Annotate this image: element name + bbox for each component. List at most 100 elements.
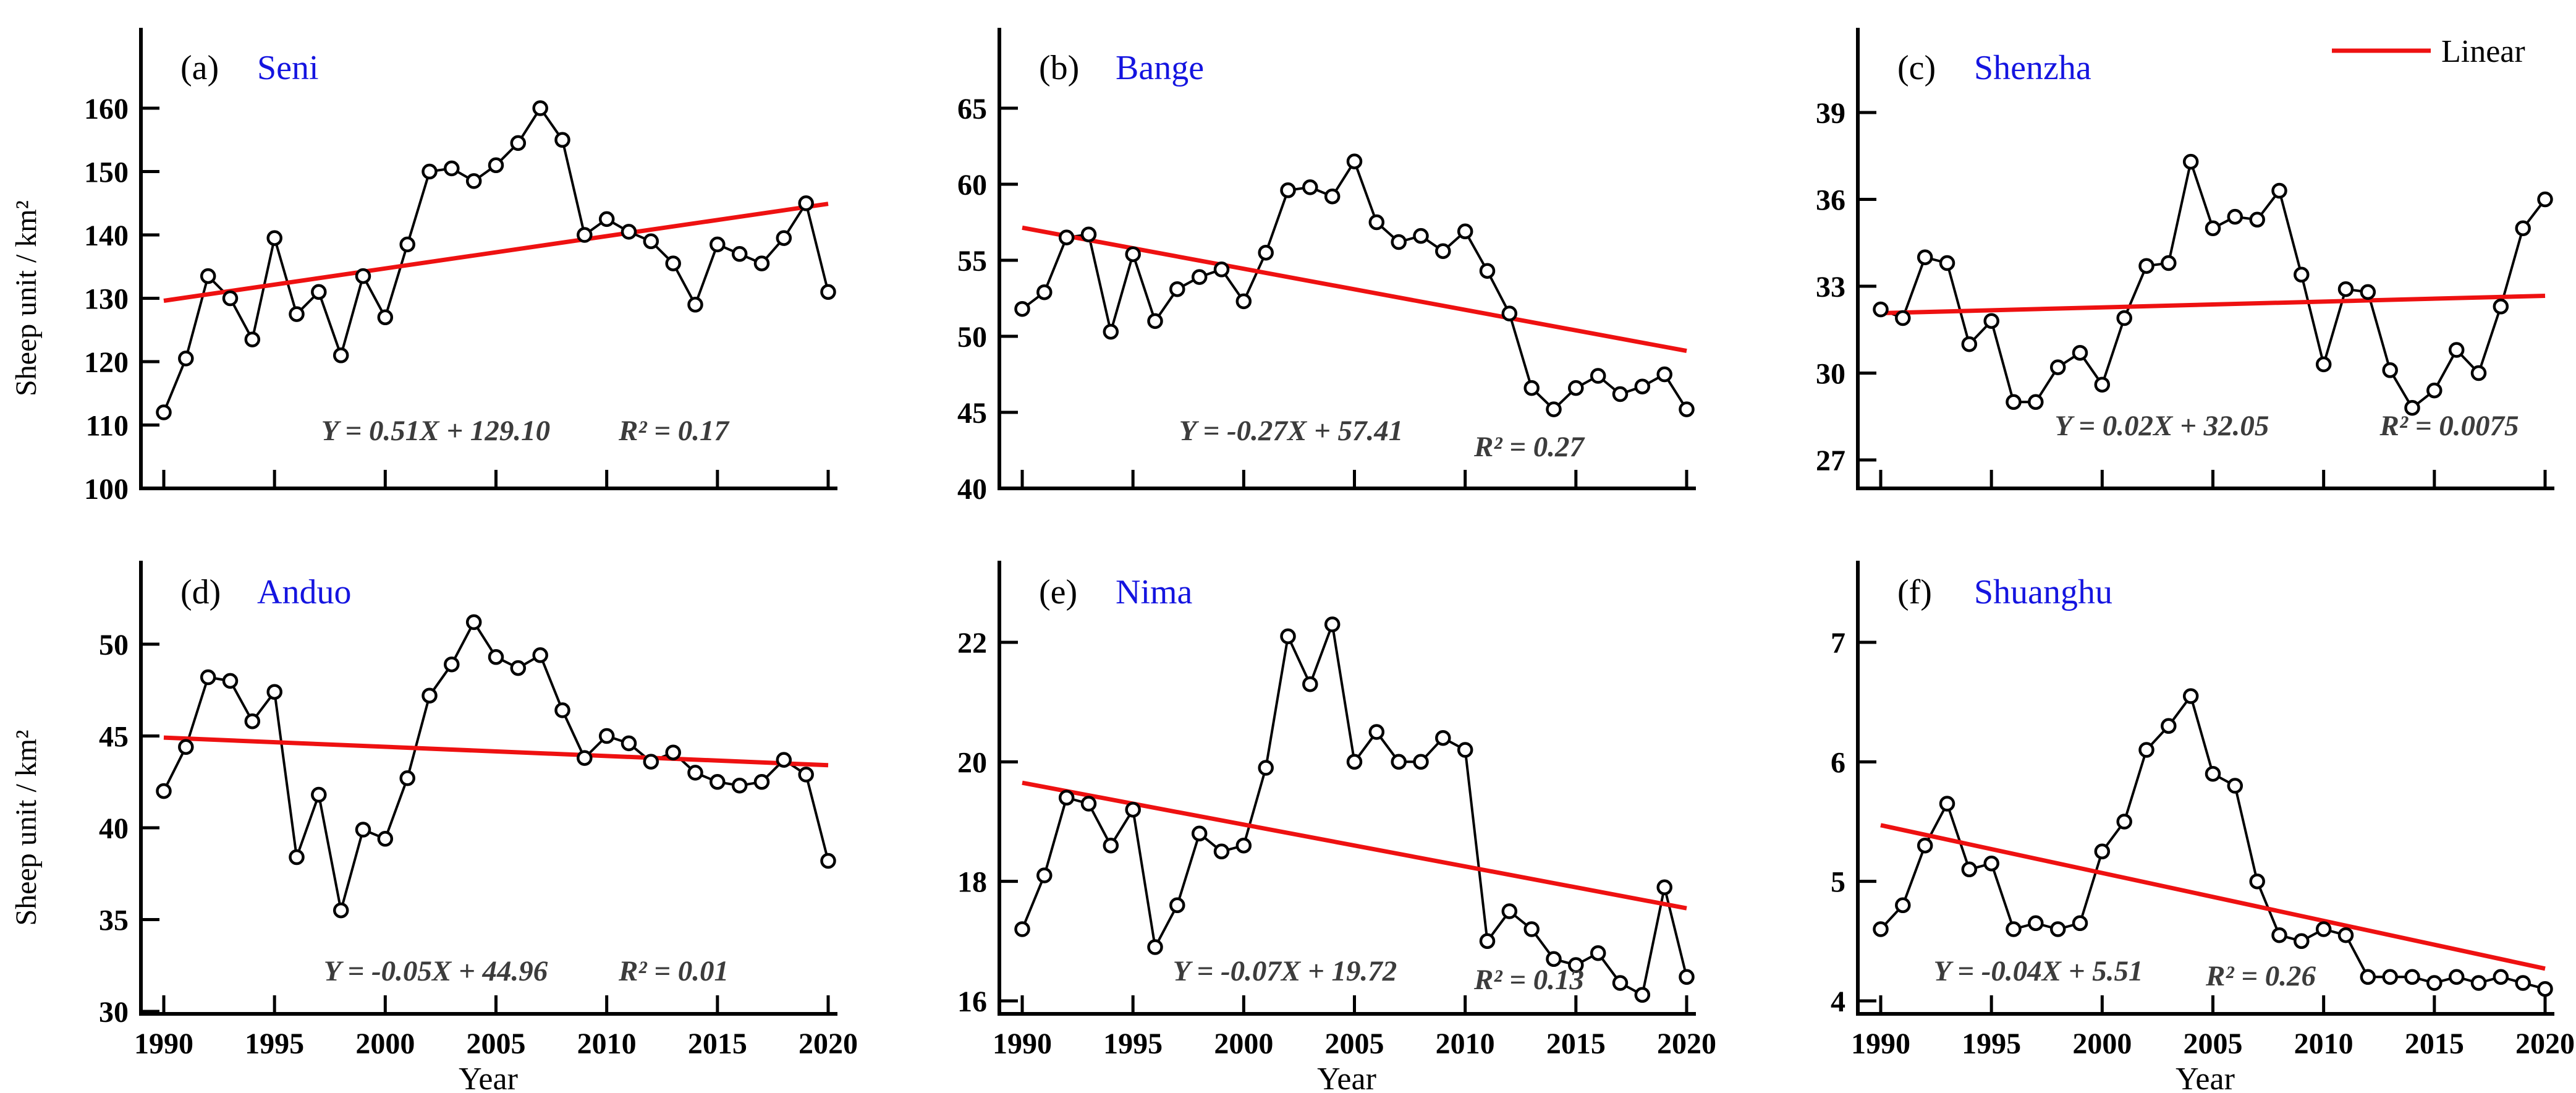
data-point-marker: [2315, 921, 2332, 937]
panel-e: 16 18 20 22 1990 1995 2000 2005 2010 2015 2020 (e) N…: [957, 561, 1716, 1093]
data-point-marker: [510, 660, 527, 676]
data-point-marker: [1435, 729, 1451, 746]
data-point-marker: [1213, 843, 1230, 860]
data-point-marker: [643, 233, 659, 250]
x-tick-label: 2005: [2184, 1027, 2243, 1060]
panel-cell-c: 27 30 33 36 39 (c) Shenzha Y = 0.02X + 32.05 R² …: [1717, 0, 2576, 546]
data-point-marker: [1191, 825, 1208, 842]
data-point-marker: [1413, 228, 1429, 244]
x-tick-label: 1995: [1962, 1027, 2021, 1060]
x-tick-label: 2005: [467, 1027, 526, 1060]
data-point-marker: [687, 765, 703, 781]
x-tick-label: 2020: [1657, 1027, 1716, 1060]
data-point-marker: [244, 331, 261, 347]
data-point-marker: [687, 297, 703, 313]
data-point-marker: [1103, 323, 1119, 340]
data-point-marker: [2382, 362, 2398, 378]
data-point-marker: [776, 230, 792, 246]
y-tick-label: 60: [957, 169, 987, 202]
axes: [1856, 28, 2554, 490]
y-axis-title: Sheep unit / km²: [10, 729, 43, 925]
data-point-marker: [1235, 293, 1252, 310]
data-point-marker: [2116, 310, 2132, 326]
data-point-marker: [1917, 249, 1933, 265]
equation-label: Y = -0.04X + 5.51: [1933, 955, 2143, 987]
data-point-marker: [1873, 301, 1889, 318]
x-axis-title: Year: [1317, 1061, 1376, 1093]
data-point-marker: [1036, 284, 1053, 300]
x-tick-label: 2000: [1214, 1027, 1273, 1060]
panel-f-chart: 4 5 6 7 1990 1995 2000 2005 2010 2015 2020 (f) Shuan…: [1831, 561, 2575, 1093]
region-title: Bange: [1116, 49, 1204, 87]
data-point-marker: [2426, 975, 2443, 991]
panel-label: (e): [1039, 573, 1077, 611]
data-point-markers: [156, 100, 836, 420]
series-line: [1880, 160, 2546, 409]
region-title: Shuanghu: [1974, 573, 2112, 611]
panel-c: 27 30 33 36 39 (c) Shenzha Y = 0.02X + 32.05 R² …: [1816, 28, 2554, 490]
data-point-marker: [731, 777, 748, 794]
data-point-marker: [710, 774, 726, 790]
data-point-marker: [1346, 153, 1363, 169]
data-point-marker: [333, 347, 349, 364]
data-point-marker: [532, 100, 548, 116]
data-point-marker: [266, 230, 282, 246]
data-point-marker: [1258, 760, 1274, 776]
x-tick-label: 2000: [2072, 1027, 2132, 1060]
data-point-marker: [1656, 879, 1672, 896]
data-point-marker: [1679, 969, 1695, 985]
data-point-marker: [820, 284, 836, 300]
data-point-marker: [2470, 365, 2487, 381]
data-point-marker: [1302, 179, 1318, 195]
data-point-marker: [577, 750, 593, 766]
equation-label: Y = 0.51X + 129.10: [321, 415, 550, 447]
panel-d-chart: 30 35 40 45 50 1990 1995 2000 2005 2010 2015 2020 (d…: [10, 561, 858, 1093]
data-point-marker: [2205, 220, 2221, 237]
data-point-marker: [355, 268, 371, 284]
data-point-marker: [399, 236, 415, 253]
x-tick-label: 2000: [355, 1027, 415, 1060]
data-point-marker: [1568, 957, 1584, 973]
y-tick-label: 50: [99, 629, 129, 661]
trend-line: [1022, 780, 1687, 911]
x-tick-label: 2005: [1325, 1027, 1384, 1060]
data-point-marker: [798, 767, 814, 783]
data-point-marker: [1590, 945, 1606, 961]
data-point-marker: [1169, 281, 1185, 297]
trend-line: [163, 735, 829, 768]
data-point-marker: [2028, 394, 2044, 410]
data-point-marker: [2448, 969, 2465, 985]
axes: [139, 561, 837, 1016]
data-point-marker: [621, 735, 637, 752]
y-tick-label: 39: [1816, 97, 1845, 130]
region-title: Seni: [257, 49, 319, 87]
data-point-marker: [1169, 897, 1185, 914]
r-squared-label: R² = 0.26: [2205, 960, 2316, 992]
data-point-marker: [2072, 344, 2088, 361]
data-point-marker: [2227, 778, 2243, 794]
data-point-marker: [532, 647, 548, 663]
data-point-marker: [2006, 921, 2022, 937]
data-point-markers: [1873, 153, 2553, 416]
data-point-marker: [1080, 226, 1097, 242]
r-squared-label: R² = 0.13: [1473, 964, 1584, 996]
equation-label: Y = -0.05X + 44.96: [324, 955, 548, 987]
region-title: Shenzha: [1974, 49, 2091, 87]
y-tick-label: 45: [957, 397, 987, 430]
y-tick-label: 30: [99, 996, 129, 1029]
data-point-marker: [1058, 229, 1075, 245]
data-point-marker: [2493, 299, 2509, 315]
data-point-marker: [2049, 359, 2066, 375]
data-point-marker: [2138, 258, 2154, 274]
data-point-marker: [2537, 191, 2553, 208]
data-point-marker: [1612, 975, 1629, 991]
data-point-marker: [1523, 380, 1540, 396]
y-axis-title: Sheep unit / km²: [10, 200, 43, 396]
data-point-marker: [1014, 300, 1030, 317]
data-point-marker: [753, 255, 770, 271]
data-point-marker: [1346, 754, 1363, 770]
trend-line: [1880, 293, 2546, 316]
data-point-marker: [222, 290, 239, 307]
data-point-marker: [2315, 356, 2332, 373]
